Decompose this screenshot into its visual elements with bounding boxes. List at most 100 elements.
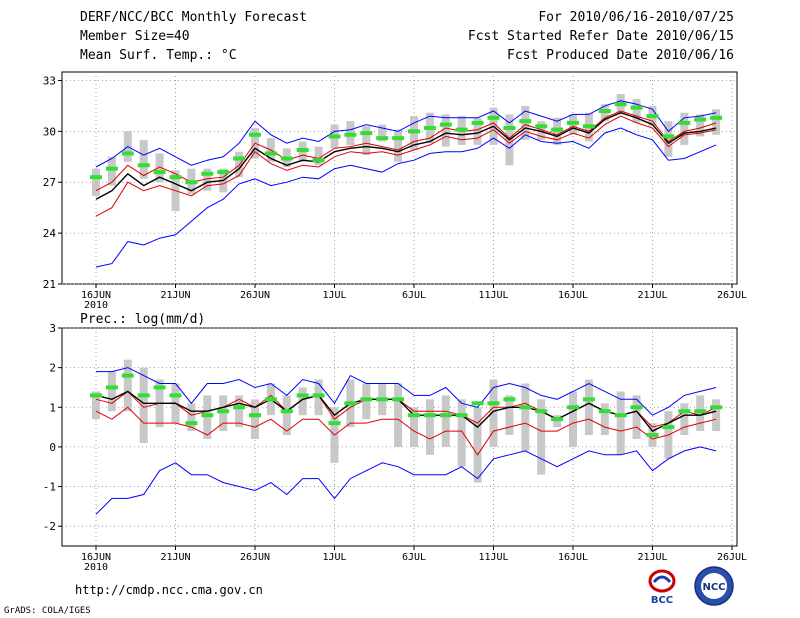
spread-bar xyxy=(712,109,721,135)
bcc-logo: BCC xyxy=(648,569,676,606)
observed-marker xyxy=(439,413,452,418)
observed-marker xyxy=(280,409,293,414)
spread-bar xyxy=(457,399,466,467)
y-tick-label: -2 xyxy=(43,520,56,533)
observed-marker xyxy=(614,413,627,418)
spread-bar xyxy=(362,126,371,156)
observed-marker xyxy=(582,397,595,402)
panel-precipitation: -2 -1 0 1 2 3 16JUN 21JUN 26JUN 1JUL 6JUL 11JUL 16JU… xyxy=(43,312,747,573)
observed-marker xyxy=(408,129,420,134)
spread-bar xyxy=(680,403,689,436)
observed-marker xyxy=(201,413,214,418)
x-tick-label: 11JUL xyxy=(478,552,508,563)
x-tick-label: 21JUL xyxy=(637,552,667,563)
observed-marker xyxy=(328,421,341,426)
bcc-logo-text: BCC xyxy=(651,595,673,606)
x-tick-label: 26JUN xyxy=(240,290,270,301)
spread-bar xyxy=(616,391,625,455)
observed-marker xyxy=(121,151,134,156)
observed-marker xyxy=(423,413,436,418)
series-line-max xyxy=(96,367,717,416)
observed-marker xyxy=(503,397,516,402)
x-tick-label: 1JUL xyxy=(322,290,346,301)
observed-marker xyxy=(121,373,134,378)
x-tick-label: 16JUN xyxy=(81,552,111,563)
y-tick-label: -1 xyxy=(43,481,56,494)
x-tick-label: 6JUL xyxy=(402,290,426,301)
source-url[interactable]: http://cmdp.ncc.cma.gov.cn xyxy=(75,583,263,597)
observed-marker xyxy=(217,170,230,175)
x-tick-label: 26JUL xyxy=(717,552,747,563)
observed-marker xyxy=(678,409,691,414)
observed-marker xyxy=(710,405,723,410)
spread-bar xyxy=(664,121,673,157)
spread-bar xyxy=(537,399,546,475)
spread-bar xyxy=(139,139,148,179)
observed-marker xyxy=(360,131,373,136)
observed-marker xyxy=(408,413,420,418)
observed-marker xyxy=(567,405,579,410)
observed-marker xyxy=(90,393,102,398)
observed-marker xyxy=(185,180,198,185)
spread-bar xyxy=(394,383,403,447)
spread-bar xyxy=(394,129,403,162)
observed-marker xyxy=(328,134,341,139)
x-tick-label: 16JUL xyxy=(558,552,588,563)
observed-marker xyxy=(153,385,166,390)
spread-bar xyxy=(282,395,291,436)
spread-bar xyxy=(123,359,132,412)
observed-marker xyxy=(312,393,325,398)
observed-marker xyxy=(185,421,198,426)
observed-marker xyxy=(233,405,246,410)
observed-marker xyxy=(249,132,261,137)
y-tick-label: 21 xyxy=(43,278,56,291)
observed-marker xyxy=(519,119,532,124)
observed-marker xyxy=(630,405,643,410)
fcst-produced-date: Fcst Produced Date 2010/06/16 xyxy=(507,48,734,63)
y-tick-label: 27 xyxy=(43,176,56,189)
observed-marker xyxy=(376,136,389,141)
observed-marker xyxy=(376,397,389,402)
ncc-logo: NCC xyxy=(694,566,734,606)
series-line-lower xyxy=(95,406,717,456)
observed-marker xyxy=(630,105,643,110)
variable-label: Mean Surf. Temp.: °C xyxy=(80,48,237,63)
spread-bar xyxy=(696,114,705,137)
observed-marker xyxy=(153,170,166,175)
observed-marker xyxy=(296,148,309,153)
fcst-started-date: Fcst Started Refer Date 2010/06/15 xyxy=(467,29,734,44)
observed-marker xyxy=(662,425,675,430)
grads-credit: GrADS: COLA/IGES xyxy=(4,606,91,616)
spread-bar xyxy=(314,146,323,166)
x-tick-label: 6JUL xyxy=(402,552,426,563)
spread-bar xyxy=(712,399,721,432)
spread-bar xyxy=(92,391,100,420)
spread-bar xyxy=(537,121,546,140)
observed-marker xyxy=(662,134,675,139)
observed-marker xyxy=(567,120,579,125)
x-tick-label: 21JUN xyxy=(160,552,190,563)
observed-marker xyxy=(360,397,373,402)
series-line-lower xyxy=(95,115,717,217)
x-tick-label: 11JUL xyxy=(478,290,508,301)
observed-marker xyxy=(344,401,357,406)
observed-marker xyxy=(503,125,516,130)
observed-marker xyxy=(598,109,611,114)
spread-bar xyxy=(441,395,450,447)
observed-marker xyxy=(551,417,564,422)
spread-bar xyxy=(107,371,116,412)
observed-marker xyxy=(694,117,707,122)
x-tick-label: 21JUN xyxy=(160,290,190,301)
observed-marker xyxy=(312,158,325,163)
spread-bar xyxy=(584,379,593,436)
x-tick-label: 26JUN xyxy=(240,552,270,563)
observed-marker xyxy=(614,102,627,107)
spread-bar xyxy=(235,395,244,428)
observed-marker xyxy=(471,401,484,406)
spread-bar xyxy=(441,114,450,147)
observed-marker xyxy=(280,156,293,161)
x-year-label: 2010 xyxy=(84,562,108,573)
observed-marker xyxy=(233,156,246,161)
observed-marker xyxy=(535,124,548,129)
y-tick-label: 0 xyxy=(49,441,56,454)
